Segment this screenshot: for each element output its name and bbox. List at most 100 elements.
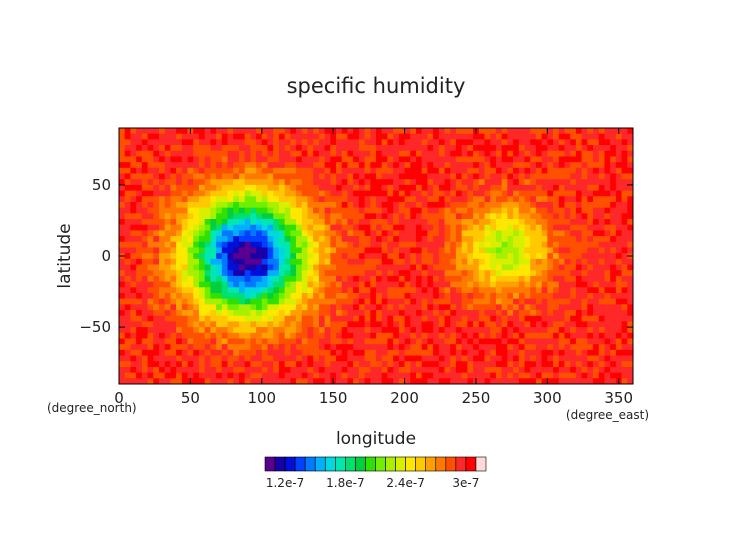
field-cell [261, 355, 268, 362]
colorbar-segment [455, 456, 467, 472]
field-cell [570, 338, 577, 345]
field-cell [216, 327, 223, 334]
field-cell [313, 270, 320, 277]
field-cell [244, 315, 251, 322]
field-cell [336, 156, 343, 163]
field-cell [604, 344, 611, 351]
colorbar-segment [274, 456, 286, 472]
field-cell [438, 173, 445, 180]
field-cell [119, 167, 126, 174]
field-cell [273, 179, 280, 186]
field-cell [119, 304, 126, 311]
field-cell [301, 298, 308, 305]
field-cell [501, 281, 508, 288]
field-cell [256, 366, 263, 374]
field-cell [290, 253, 297, 260]
field-cell [564, 298, 571, 305]
field-cell [364, 338, 371, 345]
field-cell [484, 355, 491, 362]
field-cell [136, 128, 143, 135]
field-cell [147, 253, 154, 260]
field-cell [181, 190, 188, 197]
field-cell [495, 258, 503, 265]
field-cell [570, 184, 577, 191]
field-cell [490, 145, 497, 152]
field-cell [318, 315, 325, 322]
field-cell [427, 179, 434, 186]
field-cell [564, 247, 571, 254]
field-cell [124, 156, 131, 163]
field-cell [250, 139, 257, 146]
field-cell [301, 361, 308, 368]
field-cell [353, 338, 360, 345]
field-cell [176, 315, 183, 322]
field-cell [547, 145, 554, 152]
field-cell [415, 253, 423, 260]
field-cell [216, 247, 223, 254]
field-cell [158, 156, 166, 163]
field-cell [455, 378, 463, 385]
field-cell [153, 327, 160, 334]
field-cell [284, 167, 291, 174]
field-cell [284, 349, 291, 356]
field-cell [587, 332, 594, 339]
field-cell [627, 264, 634, 271]
field-cell [376, 241, 383, 248]
field-cell [393, 156, 400, 163]
field-cell [330, 275, 337, 282]
field-cell [558, 327, 565, 334]
field-cell [141, 139, 148, 146]
field-cell [438, 162, 445, 169]
field-cell [393, 349, 400, 356]
field-cell [587, 287, 594, 294]
field-cell [250, 236, 257, 243]
field-cell [444, 315, 451, 322]
field-cell [256, 270, 263, 277]
field-cell [278, 213, 286, 220]
field-cell [547, 321, 554, 328]
field-cell [490, 196, 497, 203]
field-cell [473, 275, 480, 282]
field-cell [204, 344, 211, 351]
field-cell [478, 287, 485, 294]
field-cell [421, 310, 428, 317]
field-cell [347, 292, 354, 300]
field-cell [467, 361, 474, 368]
field-cell [381, 321, 388, 328]
field-cell [495, 310, 503, 317]
field-cell [244, 167, 251, 174]
field-cell [198, 196, 206, 203]
colorbar-segment [345, 456, 356, 472]
field-cell [541, 349, 548, 356]
field-cell [501, 321, 508, 328]
field-cell [164, 167, 171, 174]
field-cell [376, 310, 383, 317]
field-cell [404, 128, 411, 135]
field-cell [524, 247, 531, 254]
field-cell [501, 292, 508, 300]
field-cell [238, 128, 246, 135]
field-cell [176, 378, 183, 385]
field-cell [547, 201, 554, 209]
field-cell [484, 378, 491, 385]
field-cell [324, 179, 331, 186]
field-cell [593, 150, 600, 157]
field-cell [627, 344, 634, 351]
field-cell [181, 224, 188, 231]
field-cell [347, 128, 354, 135]
field-cell [187, 327, 194, 334]
field-cell [284, 162, 291, 169]
field-cell [278, 327, 286, 334]
field-cell [610, 156, 617, 163]
field-cell [204, 332, 211, 339]
field-cell [284, 190, 291, 197]
field-cell [290, 196, 297, 203]
field-cell [238, 167, 246, 174]
field-cell [353, 133, 360, 140]
field-cell [547, 156, 554, 163]
field-cell [324, 378, 331, 385]
field-cell [261, 366, 268, 374]
field-cell [119, 213, 126, 220]
field-cell [278, 332, 286, 339]
field-cell [238, 378, 246, 385]
